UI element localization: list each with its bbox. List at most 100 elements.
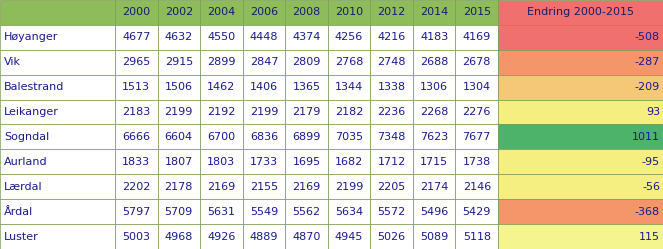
- Text: 2183: 2183: [122, 107, 151, 117]
- Bar: [200, 149, 243, 174]
- Bar: [413, 100, 455, 124]
- Bar: [371, 224, 413, 249]
- Bar: [455, 75, 498, 100]
- Text: Sogndal: Sogndal: [4, 132, 49, 142]
- Bar: [115, 199, 158, 224]
- Text: 5572: 5572: [377, 207, 406, 217]
- Text: Lærdal: Lærdal: [4, 182, 42, 192]
- Text: Årdal: Årdal: [4, 207, 33, 217]
- Bar: [200, 25, 243, 50]
- Bar: [498, 25, 663, 50]
- Bar: [0, 75, 115, 100]
- Bar: [371, 50, 413, 75]
- Text: 5496: 5496: [420, 207, 448, 217]
- Text: 1803: 1803: [208, 157, 235, 167]
- Bar: [285, 174, 328, 199]
- Bar: [413, 75, 455, 100]
- Bar: [243, 124, 285, 149]
- Bar: [0, 124, 115, 149]
- Text: 1304: 1304: [463, 82, 491, 92]
- Bar: [371, 124, 413, 149]
- Bar: [285, 224, 328, 249]
- Text: -368: -368: [635, 207, 660, 217]
- Text: 1712: 1712: [377, 157, 406, 167]
- Bar: [285, 0, 328, 25]
- Text: 6700: 6700: [208, 132, 235, 142]
- Bar: [455, 224, 498, 249]
- Bar: [115, 25, 158, 50]
- Text: 2965: 2965: [122, 57, 151, 67]
- Text: 5026: 5026: [377, 232, 406, 242]
- Bar: [371, 100, 413, 124]
- Text: 2192: 2192: [207, 107, 235, 117]
- Text: 1462: 1462: [208, 82, 235, 92]
- Bar: [158, 224, 200, 249]
- Text: 4889: 4889: [250, 232, 278, 242]
- Text: 2010: 2010: [335, 7, 363, 17]
- Text: 4183: 4183: [420, 32, 448, 42]
- Bar: [115, 100, 158, 124]
- Text: 2004: 2004: [208, 7, 235, 17]
- Bar: [371, 25, 413, 50]
- Bar: [413, 149, 455, 174]
- Bar: [285, 199, 328, 224]
- Bar: [158, 75, 200, 100]
- Text: 1682: 1682: [335, 157, 363, 167]
- Text: Vik: Vik: [4, 57, 21, 67]
- Text: Aurland: Aurland: [4, 157, 48, 167]
- Text: 2179: 2179: [292, 107, 321, 117]
- Bar: [328, 0, 371, 25]
- Bar: [200, 224, 243, 249]
- Bar: [158, 199, 200, 224]
- Bar: [0, 0, 115, 25]
- Text: 5429: 5429: [463, 207, 491, 217]
- Text: Leikanger: Leikanger: [4, 107, 59, 117]
- Bar: [413, 0, 455, 25]
- Bar: [328, 124, 371, 149]
- Text: 5797: 5797: [122, 207, 151, 217]
- Text: 2155: 2155: [250, 182, 278, 192]
- Bar: [413, 224, 455, 249]
- Text: 6604: 6604: [164, 132, 193, 142]
- Text: 4677: 4677: [122, 32, 151, 42]
- Text: 2012: 2012: [377, 7, 406, 17]
- Bar: [115, 149, 158, 174]
- Bar: [243, 199, 285, 224]
- Bar: [0, 174, 115, 199]
- Bar: [243, 149, 285, 174]
- Text: 4256: 4256: [335, 32, 363, 42]
- Bar: [158, 50, 200, 75]
- Text: 5003: 5003: [122, 232, 151, 242]
- Bar: [200, 50, 243, 75]
- Bar: [285, 25, 328, 50]
- Bar: [498, 149, 663, 174]
- Bar: [243, 224, 285, 249]
- Text: -56: -56: [642, 182, 660, 192]
- Text: 5709: 5709: [164, 207, 193, 217]
- Text: 2205: 2205: [377, 182, 406, 192]
- Bar: [285, 149, 328, 174]
- Text: Luster: Luster: [4, 232, 38, 242]
- Text: 5634: 5634: [335, 207, 363, 217]
- Text: 1306: 1306: [420, 82, 448, 92]
- Bar: [115, 174, 158, 199]
- Text: 5089: 5089: [420, 232, 448, 242]
- Text: 2915: 2915: [164, 57, 193, 67]
- Text: 2202: 2202: [122, 182, 151, 192]
- Bar: [328, 174, 371, 199]
- Text: 4448: 4448: [250, 32, 278, 42]
- Text: 2006: 2006: [250, 7, 278, 17]
- Bar: [115, 75, 158, 100]
- Text: 6899: 6899: [292, 132, 321, 142]
- Bar: [158, 174, 200, 199]
- Bar: [0, 100, 115, 124]
- Bar: [158, 149, 200, 174]
- Text: 4968: 4968: [164, 232, 193, 242]
- Bar: [200, 124, 243, 149]
- Text: Balestrand: Balestrand: [4, 82, 64, 92]
- Bar: [498, 50, 663, 75]
- Bar: [455, 149, 498, 174]
- Bar: [243, 174, 285, 199]
- Bar: [115, 124, 158, 149]
- Text: 2847: 2847: [250, 57, 278, 67]
